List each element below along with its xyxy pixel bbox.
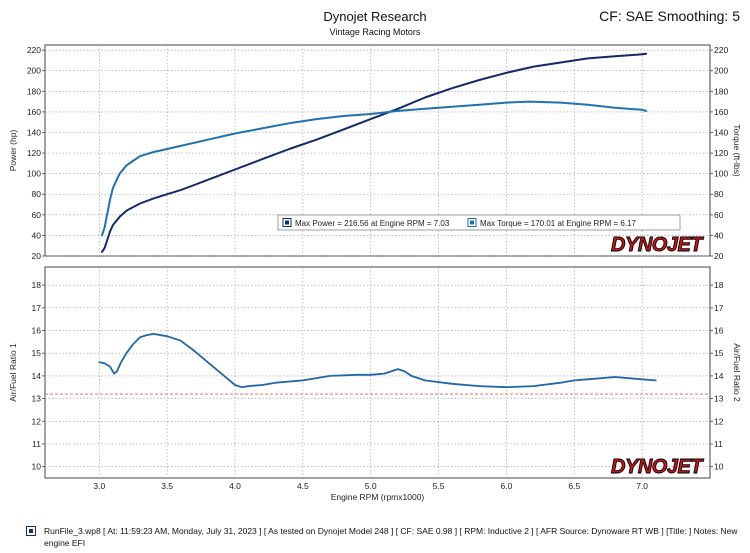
x-tick-label: 6.0 [501,481,513,491]
y-tick-label-left: 20 [32,251,42,261]
legend-max-power: Max Power = 216.56 at Engine RPM = 7.03 [295,219,450,228]
x-tick-label: 4.0 [229,481,241,491]
y-tick-label-right: 14 [714,371,724,381]
series-line-torque [101,100,648,237]
y-tick-label-right: 200 [714,66,728,76]
y-axis-label-left: Power (hp) [8,130,18,172]
panel-2-frame [44,266,711,479]
y-tick-label-right: 180 [714,86,728,96]
chart-subtitle: Vintage Racing Motors [329,27,421,37]
y-tick-label-right: 18 [714,280,724,290]
y-tick-label-left: 16 [32,326,42,336]
correction-factor-label: CF: SAE Smoothing: 5 [599,8,740,24]
y-tick-label-right: 140 [714,127,728,137]
y-tick-label-left: 220 [27,45,41,55]
x-tick-label: 3.5 [161,481,173,491]
y-tick-label-left: 11 [32,439,41,449]
y-tick-label-left: 40 [32,230,42,240]
x-tick-label: 5.5 [433,481,445,491]
y-tick-label-left: 17 [32,303,42,313]
y-tick-label-right: 15 [714,348,724,358]
legend-power-swatch-fill [285,220,289,225]
y-tick-label-left: 15 [32,348,42,358]
y-tick-label-left: 120 [27,148,41,158]
dynojet-logo: DYNOJET [611,456,704,478]
x-tick-label: 5.0 [365,481,377,491]
x-tick-label: 3.0 [93,481,105,491]
series-line-air-fuel-ratio-1 [98,333,657,389]
y-tick-label-left: 200 [27,66,41,76]
y-tick-label-left: 80 [32,189,42,199]
y-tick-label-left: 140 [27,127,41,137]
y-tick-label-right: 60 [714,210,724,220]
y-axis-label-left: Air/Fuel Ratio 1 [8,343,18,402]
y-tick-label-left: 160 [27,107,41,117]
series-line-power [101,52,648,253]
y-tick-label-right: 40 [714,230,724,240]
y-tick-label-left: 100 [27,169,41,179]
y-tick-label-right: 160 [714,107,728,117]
y-tick-label-left: 180 [27,86,41,96]
y-tick-label-right: 220 [714,45,728,55]
y-tick-label-right: 10 [714,462,724,472]
y-tick-label-right: 17 [714,303,724,313]
y-tick-label-right: 80 [714,189,724,199]
y-tick-label-left: 13 [32,394,42,404]
y-tick-label-right: 13 [714,394,724,404]
legend-torque-swatch-fill [470,220,474,225]
legend-max-torque: Max Torque = 170.01 at Engine RPM = 6.17 [480,219,637,228]
y-tick-label-left: 18 [32,280,42,290]
y-tick-label-right: 12 [714,416,724,426]
y-tick-label-left: 14 [32,371,42,381]
run-file-swatch-icon[interactable] [26,526,36,536]
x-tick-label: 4.5 [297,481,309,491]
y-axis-label-right: Torque (ft-lbs) [732,124,742,177]
dynojet-logo: DYNOJET [611,234,704,256]
y-tick-label-right: 16 [714,326,724,336]
y-tick-label-left: 60 [32,210,42,220]
y-tick-label-right: 11 [714,439,723,449]
run-file-footer: RunFile_3.wp8 [ At: 11:59:23 AM, Monday,… [44,526,738,548]
y-tick-label-right: 20 [714,251,724,261]
x-axis-label: Engine RPM (rpmx1000) [331,492,425,502]
chart-title: Dynojet Research [323,9,427,24]
y-tick-label-left: 10 [32,462,42,472]
x-tick-label: 6.5 [568,481,580,491]
y-tick-label-right: 120 [714,148,728,158]
legend-box [277,214,681,231]
y-axis-label-right: Air/Fuel Ratio 2 [732,343,742,402]
y-tick-label-right: 100 [714,169,728,179]
y-tick-label-left: 12 [32,416,42,426]
x-tick-label: 7.0 [636,481,648,491]
